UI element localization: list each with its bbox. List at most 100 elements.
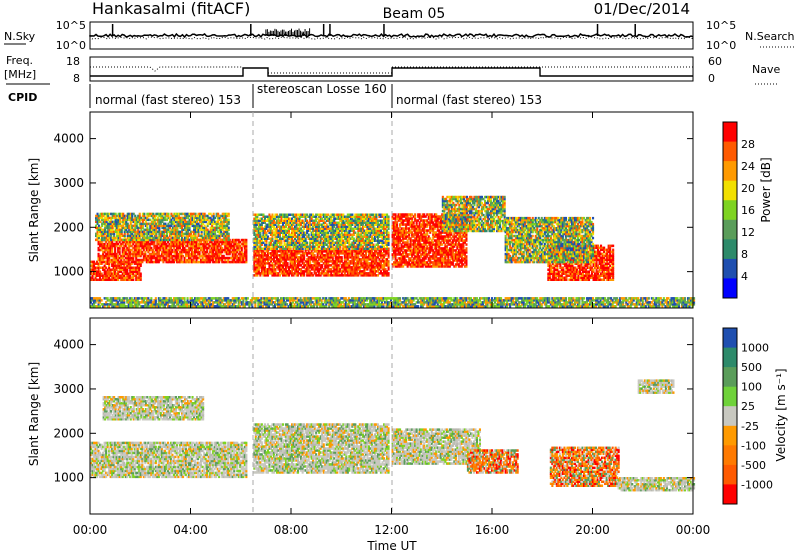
- data-cell: [118, 246, 121, 250]
- data-cell: [96, 278, 99, 281]
- data-cell: [157, 256, 160, 260]
- data-cell: [115, 256, 118, 260]
- data-cell: [177, 260, 180, 264]
- data-cell: [180, 240, 183, 244]
- data-cell: [111, 262, 114, 265]
- data-cell: [153, 254, 156, 258]
- data-cell: [188, 246, 191, 250]
- data-cell: [99, 278, 102, 281]
- data-cell: [168, 242, 171, 246]
- data-cell: [192, 252, 195, 256]
- data-cell: [115, 244, 118, 248]
- data-cell: [112, 260, 115, 264]
- data-cell: [114, 276, 117, 279]
- data-cell: [151, 254, 154, 258]
- data-cell: [153, 246, 156, 250]
- data-cell: [135, 270, 138, 273]
- data-cell: [150, 248, 153, 252]
- data-cell: [191, 244, 194, 248]
- data-cell: [123, 258, 126, 262]
- data-cell: [135, 272, 138, 275]
- data-cell: [150, 258, 153, 262]
- data-cell: [130, 260, 133, 264]
- data-cell: [106, 250, 109, 254]
- data-cell: [148, 248, 151, 252]
- data-cell: [151, 240, 154, 244]
- data-cell: [124, 266, 127, 269]
- data-cell: [141, 250, 144, 254]
- data-cell: [105, 246, 108, 250]
- data-cell: [93, 264, 96, 267]
- data-cell: [99, 258, 102, 262]
- data-cell: [145, 246, 148, 250]
- data-cell: [114, 274, 117, 277]
- data-cell: [108, 260, 111, 264]
- data-cell: [106, 246, 109, 250]
- data-cell: [163, 244, 166, 248]
- data-cell: [132, 270, 135, 273]
- data-cell: [124, 242, 127, 246]
- data-cell: [186, 260, 189, 264]
- data-cell: [135, 258, 138, 262]
- data-cell: [147, 240, 150, 244]
- data-cell: [120, 254, 123, 258]
- data-cell: [148, 256, 151, 260]
- data-cell: [171, 248, 174, 252]
- data-cell: [103, 270, 106, 273]
- data-cell: [162, 250, 165, 254]
- noise-left-label: N.Sky: [4, 30, 36, 43]
- data-cell: [111, 278, 114, 281]
- data-cell: [136, 242, 139, 246]
- data-cell: [182, 254, 185, 258]
- data-cell: [108, 248, 111, 252]
- data-cell: [133, 262, 136, 265]
- data-cell: [162, 246, 165, 250]
- data-cell: [91, 260, 94, 264]
- data-cell: [169, 240, 172, 244]
- data-cell: [108, 256, 111, 260]
- data-cell: [129, 248, 132, 252]
- data-cell: [183, 256, 186, 260]
- data-cell: [147, 254, 150, 258]
- data-cell: [109, 246, 112, 250]
- data-cell: [178, 250, 181, 254]
- data-cell: [178, 256, 181, 260]
- data-cell: [194, 244, 197, 248]
- data-cell: [160, 246, 163, 250]
- data-cell: [126, 262, 129, 265]
- data-cell: [144, 246, 147, 250]
- data-cell: [178, 260, 181, 264]
- data-cell: [129, 262, 132, 265]
- data-cell: [118, 266, 121, 269]
- data-cell: [117, 250, 120, 254]
- data-cell: [124, 256, 127, 260]
- noise-panel: N.Sky 10^5 10^0 10^5 10^0 N.Search: [4, 19, 795, 52]
- data-cell: [138, 244, 141, 248]
- beam-label: Beam 05: [383, 6, 446, 22]
- data-cell: [141, 246, 144, 250]
- data-cell: [100, 244, 103, 248]
- data-cell: [121, 248, 124, 252]
- data-cell: [150, 254, 153, 258]
- data-cell: [118, 240, 121, 244]
- data-cell: [172, 242, 175, 246]
- data-cell: [138, 240, 141, 244]
- data-cell: [188, 250, 191, 254]
- data-cell: [163, 258, 166, 262]
- data-cell: [114, 250, 117, 254]
- data-cell: [132, 276, 135, 279]
- data-cell: [100, 274, 103, 277]
- data-cell: [160, 252, 163, 256]
- data-cell: [163, 240, 166, 244]
- data-cell: [123, 254, 126, 258]
- data-cell: [145, 248, 148, 252]
- data-cell: [178, 244, 181, 248]
- data-cell: [147, 246, 150, 250]
- data-cell: [135, 256, 138, 260]
- data-cell: [132, 256, 135, 260]
- data-cell: [109, 260, 112, 264]
- data-cell: [138, 274, 141, 277]
- data-cell: [180, 250, 183, 254]
- data-cell: [109, 268, 112, 271]
- data-cell: [112, 256, 115, 260]
